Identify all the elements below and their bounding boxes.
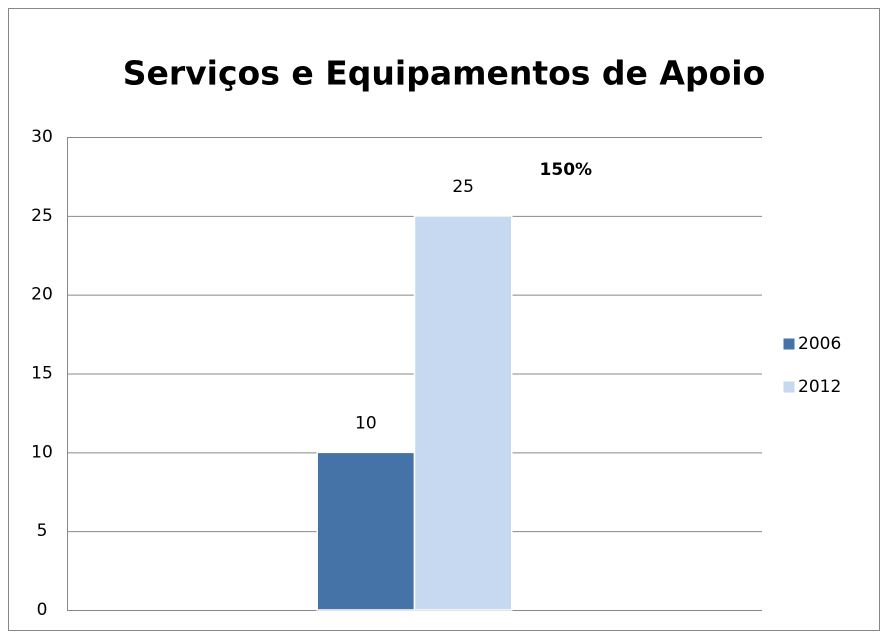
bar <box>413 215 513 611</box>
y-tick-label: 25 <box>31 206 53 226</box>
legend-label: 2012 <box>798 377 841 397</box>
y-tick-label: 20 <box>31 285 53 305</box>
legend-label: 2006 <box>798 334 841 354</box>
legend-swatch <box>782 337 796 351</box>
y-tick-label: 15 <box>31 364 53 384</box>
y-tick-label: 30 <box>31 127 53 147</box>
data-label: 25 <box>452 177 474 197</box>
legend-swatch <box>782 380 796 394</box>
bar <box>316 451 416 611</box>
data-label: 10 <box>355 413 377 433</box>
annotation: 150% <box>540 160 593 180</box>
y-tick-label: 10 <box>31 442 53 462</box>
y-tick-label: 5 <box>37 521 48 541</box>
y-tick-label: 0 <box>37 600 48 620</box>
chart-title: Serviços e Equipamentos de Apoio <box>123 54 766 93</box>
